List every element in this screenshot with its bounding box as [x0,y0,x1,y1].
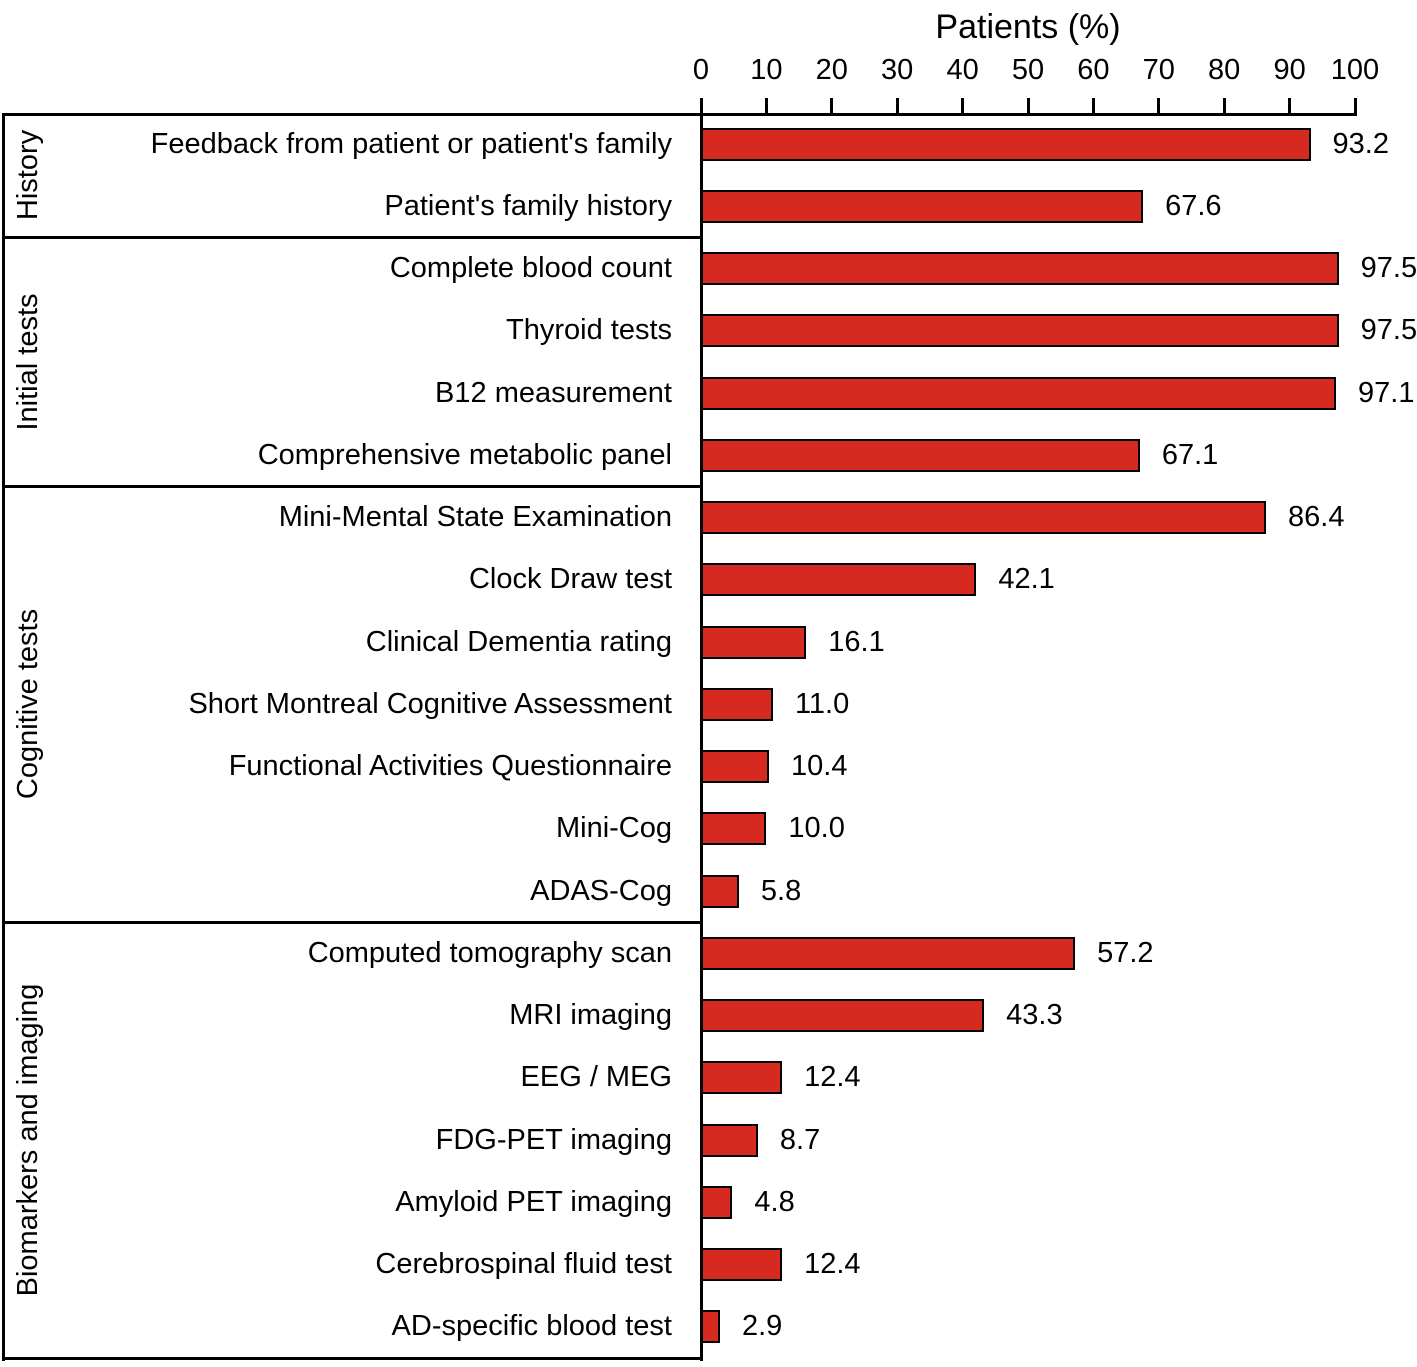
x-axis-tick-label: 60 [1077,54,1110,86]
x-axis-tick-label: 0 [692,54,710,86]
group-divider-line [2,485,701,488]
x-axis-tick-mark [1222,98,1226,113]
value-label: 97.1 [1358,376,1415,409]
category-label: Clock Draw test [468,563,672,596]
x-axis-tick-label: 70 [1142,54,1175,86]
value-label: 97.5 [1360,314,1417,347]
value-label: 43.3 [1006,999,1063,1032]
group-divider-line [2,920,701,924]
x-axis-tick-label: 30 [881,54,914,86]
x-axis-tick-mark [1026,98,1030,113]
value-label: 10.4 [791,750,848,783]
category-label: B12 measurement [435,376,672,409]
category-label: Thyroid tests [506,314,672,347]
category-label: MRI imaging [509,999,672,1032]
x-axis-tick-label: 100 [1330,54,1380,86]
bar [701,563,977,597]
bar [701,314,1339,348]
left-border-line [2,113,5,1361]
bar [701,750,770,784]
value-label: 67.6 [1165,189,1222,222]
category-label: Patient's family history [384,189,672,222]
x-axis-tick-label: 80 [1208,54,1241,86]
x-axis-tick-label: 90 [1273,54,1306,86]
bar [701,501,1267,535]
x-axis-tick-mark [961,98,965,113]
bar [701,127,1311,161]
value-label: 93.2 [1332,127,1389,160]
group-label-cognitive-tests: Cognitive tests [12,609,44,800]
bar [701,625,807,659]
group-divider-line [2,236,701,239]
value-label: 10.0 [788,812,845,845]
category-label: Short Montreal Cognitive Assessment [188,687,672,720]
category-label: Clinical Dementia rating [365,625,672,658]
value-label: 11.0 [794,687,850,720]
group-label-initial-tests: Initial tests [12,293,44,431]
category-label: Comprehensive metabolic panel [257,438,672,471]
x-axis-tick-mark [1353,98,1357,113]
top-axis-line [2,113,1357,116]
value-label: 16.1 [828,625,885,658]
category-label: ADAS-Cog [530,874,672,907]
value-label: 12.4 [804,1248,861,1281]
x-axis-tick-mark [699,98,703,113]
category-label: AD-specific blood test [391,1310,672,1343]
bar [701,874,739,908]
category-label: Complete blood count [389,252,672,285]
x-axis-tick-mark [830,98,834,113]
x-axis-tick-label: 10 [750,54,783,86]
bar [701,812,767,846]
value-label: 8.7 [779,1123,821,1156]
value-label: 42.1 [998,563,1055,596]
x-axis-tick-mark [1091,98,1095,113]
group-label-history: History [12,130,44,221]
category-label: Mini-Mental State Examination [278,501,672,534]
value-label: 4.8 [754,1185,795,1218]
category-label: Feedback from patient or patient's famil… [150,127,672,160]
group-label-biomarkers-and-imaging: Biomarkers and imaging [12,983,44,1297]
category-label: Mini-Cog [555,812,672,845]
bar [701,687,773,721]
category-label: Computed tomography scan [307,936,672,969]
value-label: 5.8 [760,874,802,907]
value-label: 2.9 [741,1310,783,1343]
category-label: Amyloid PET imaging [395,1185,672,1218]
x-axis-tick-mark [1157,98,1161,113]
bar [701,1310,720,1344]
x-axis-tick-label: 40 [946,54,979,86]
y-axis-line [699,113,703,1361]
bottom-border-line [2,1356,703,1360]
value-label: 67.1 [1161,438,1219,471]
value-label: 57.2 [1097,936,1154,969]
bar [701,936,1076,970]
x-axis-tick-label: 50 [1011,54,1045,86]
bar [701,252,1339,286]
bar [701,999,985,1033]
value-label: 12.4 [804,1061,861,1094]
value-label: 97.5 [1360,252,1417,285]
category-label: Functional Activities Questionnaire [228,750,672,783]
bar [701,1185,733,1219]
bar [701,376,1337,410]
bar [701,189,1144,223]
x-axis-tick-mark [895,98,899,113]
value-label: 86.4 [1288,501,1345,534]
category-label: EEG / MEG [520,1061,672,1094]
x-axis-tick-label: 20 [815,54,848,86]
x-axis-tick-mark [1288,98,1292,113]
category-label: FDG-PET imaging [435,1123,672,1156]
bar [701,1123,758,1157]
x-axis-tick-mark [764,98,768,113]
bar [701,1061,783,1095]
category-label: Cerebrospinal fluid test [375,1248,672,1281]
bar [701,438,1140,472]
chart-title: Patients (%) [935,8,1121,46]
bar [701,1248,783,1282]
